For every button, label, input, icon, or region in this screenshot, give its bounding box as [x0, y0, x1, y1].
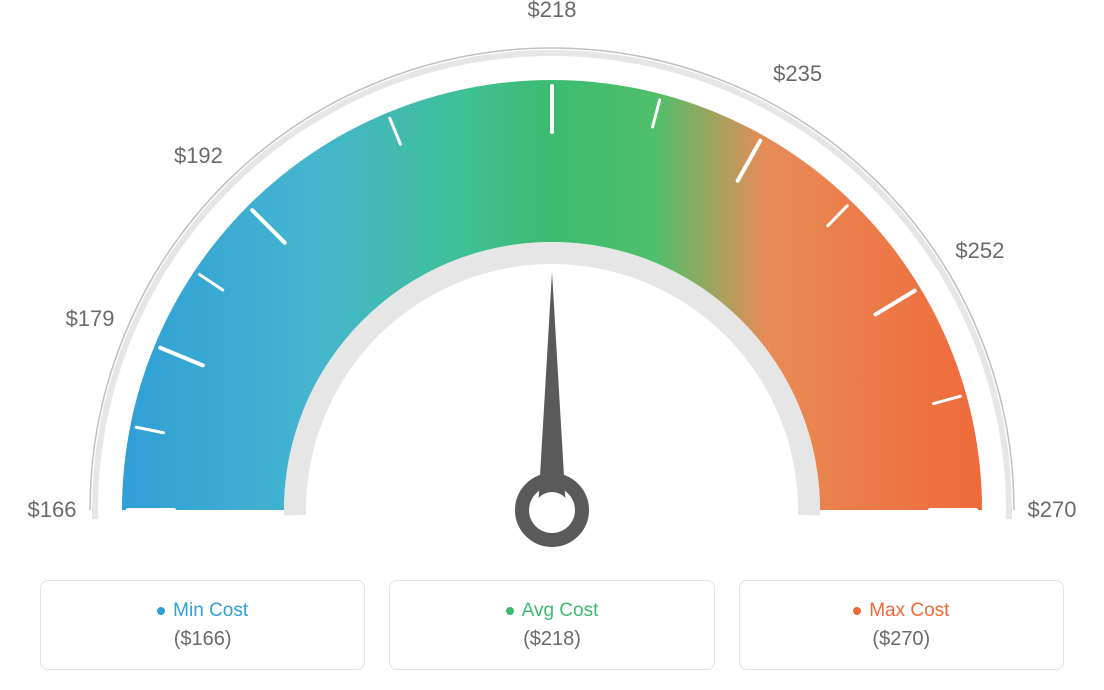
legend-min-top: Min Cost: [157, 600, 248, 622]
legend-min-label: Min Cost: [173, 600, 248, 622]
legend-min-value: ($166): [174, 628, 232, 651]
legend-card-max: Max Cost ($270): [739, 580, 1064, 670]
legend-max-top: Max Cost: [853, 600, 949, 622]
gauge-tick-label: $192: [174, 143, 223, 169]
legend-dot-max: [853, 607, 861, 615]
gauge-tick-label: $252: [955, 238, 1004, 264]
gauge-tick-label: $179: [66, 306, 115, 332]
legend-card-min: Min Cost ($166): [40, 580, 365, 670]
legend-row: Min Cost ($166) Avg Cost ($218) Max Cost…: [40, 580, 1064, 670]
legend-card-avg: Avg Cost ($218): [389, 580, 714, 670]
legend-avg-label: Avg Cost: [522, 600, 599, 622]
legend-max-label: Max Cost: [869, 600, 949, 622]
legend-dot-avg: [506, 607, 514, 615]
legend-avg-top: Avg Cost: [506, 600, 599, 622]
chart-container: $166 $179 $192 $218 $235 $252 $270 Min Cost ($…: [0, 0, 1104, 690]
legend-avg-value: ($218): [523, 628, 581, 651]
gauge-tick-label: $235: [773, 61, 822, 87]
gauge-tick-label: $270: [1028, 497, 1077, 523]
gauge-tick-label: $166: [28, 497, 77, 523]
gauge-svg: [52, 20, 1052, 560]
gauge-tick-label: $218: [528, 0, 577, 23]
gauge-area: $166 $179 $192 $218 $235 $252 $270: [0, 0, 1104, 560]
legend-dot-min: [157, 607, 165, 615]
legend-max-value: ($270): [872, 628, 930, 651]
